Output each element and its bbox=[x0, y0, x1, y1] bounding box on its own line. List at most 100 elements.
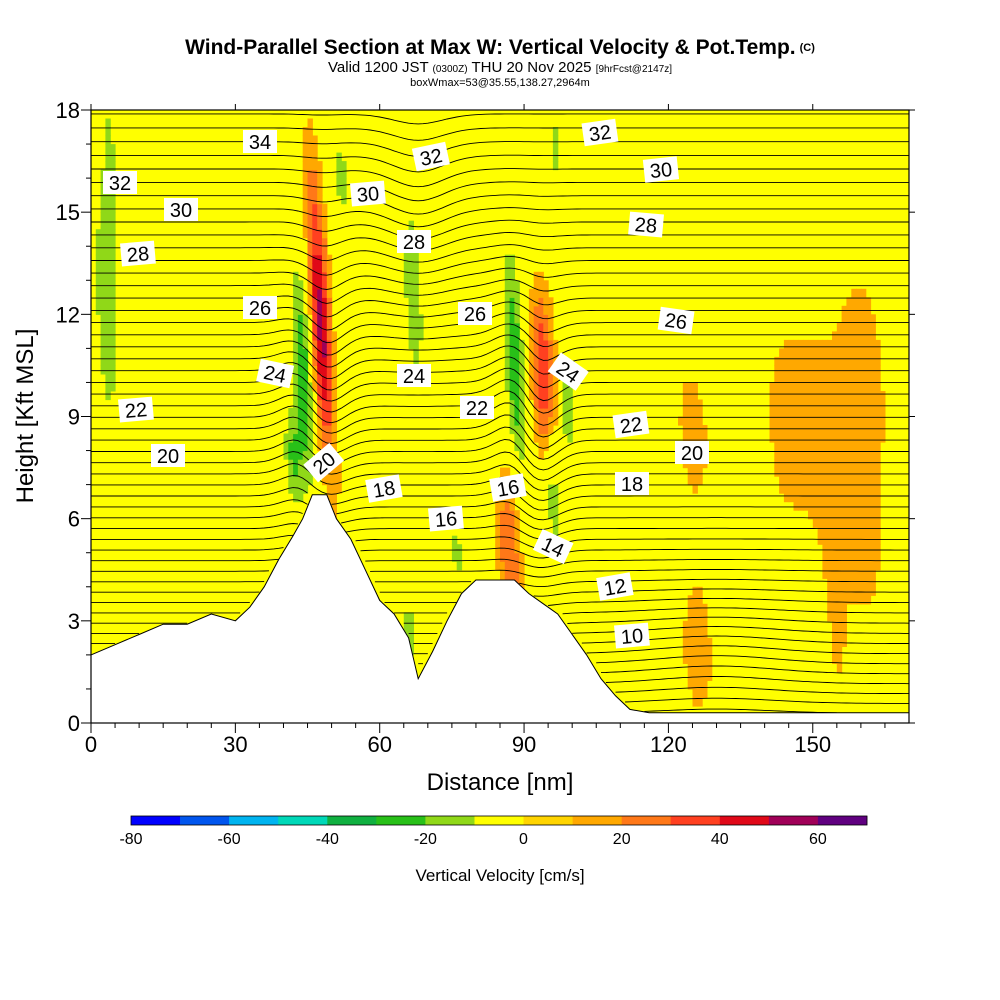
field-cell bbox=[317, 178, 323, 188]
contour-label: 30 bbox=[164, 198, 198, 222]
field-cell bbox=[307, 382, 313, 392]
field-cell bbox=[812, 450, 819, 460]
x-tick-label: 90 bbox=[512, 732, 536, 757]
field-cell bbox=[870, 535, 876, 545]
field-cell bbox=[856, 467, 862, 477]
field-cell bbox=[317, 271, 323, 281]
field-cell bbox=[504, 280, 511, 290]
field-cell bbox=[514, 527, 520, 537]
field-cell bbox=[538, 288, 544, 298]
field-cell bbox=[817, 501, 823, 511]
field-cell bbox=[312, 271, 318, 281]
field-cell bbox=[687, 680, 694, 690]
theta-contour bbox=[91, 244, 909, 263]
field-cell bbox=[317, 425, 323, 435]
field-cell bbox=[851, 578, 857, 588]
field-cell bbox=[548, 297, 554, 307]
field-cell bbox=[105, 144, 111, 154]
field-cell bbox=[322, 229, 328, 239]
field-cell bbox=[297, 493, 304, 503]
field-cell bbox=[827, 578, 833, 588]
field-cell bbox=[403, 612, 410, 622]
field-cell bbox=[793, 450, 799, 460]
field-cell bbox=[793, 459, 799, 469]
field-cell bbox=[504, 314, 511, 324]
field-cell bbox=[418, 331, 424, 341]
field-cell bbox=[788, 365, 795, 375]
field-cell bbox=[793, 356, 799, 366]
field-cell bbox=[100, 254, 106, 264]
field-cell bbox=[779, 391, 785, 401]
field-cell bbox=[841, 552, 847, 562]
field-cell bbox=[548, 510, 554, 520]
field-cell bbox=[293, 433, 299, 443]
field-cell bbox=[808, 408, 814, 418]
contour-label: 32 bbox=[103, 171, 137, 195]
field-cell bbox=[543, 442, 549, 452]
field-cell bbox=[105, 152, 111, 162]
field-cell bbox=[822, 467, 828, 477]
field-cell bbox=[297, 288, 304, 298]
field-cell bbox=[509, 518, 515, 528]
field-cell bbox=[562, 399, 568, 409]
contour-label: 30 bbox=[642, 156, 680, 183]
field-cell bbox=[307, 476, 313, 486]
field-cell bbox=[817, 442, 823, 452]
field-cell bbox=[548, 373, 554, 383]
field-cell bbox=[302, 212, 309, 222]
field-cell bbox=[774, 356, 780, 366]
field-cell bbox=[793, 416, 799, 426]
field-cell bbox=[451, 535, 458, 545]
field-cell bbox=[832, 467, 838, 477]
field-cell bbox=[865, 331, 872, 341]
field-cell bbox=[548, 314, 554, 324]
field-cell bbox=[827, 561, 833, 571]
field-cell bbox=[822, 425, 828, 435]
field-cell bbox=[528, 356, 535, 366]
field-cell bbox=[860, 510, 867, 520]
field-cell bbox=[788, 416, 795, 426]
colorbar-swatch bbox=[278, 816, 328, 825]
field-cell bbox=[538, 365, 544, 375]
field-cell bbox=[302, 476, 309, 486]
field-cell bbox=[832, 578, 838, 588]
field-cell bbox=[697, 646, 703, 656]
field-cell bbox=[774, 433, 780, 443]
field-cell bbox=[552, 127, 559, 137]
field-cell bbox=[509, 501, 515, 511]
field-cell bbox=[552, 144, 559, 154]
field-cell bbox=[413, 271, 419, 281]
field-cell bbox=[548, 399, 554, 409]
field-cell bbox=[827, 348, 833, 358]
field-cell bbox=[860, 339, 867, 349]
field-cell bbox=[793, 484, 799, 494]
field-cell bbox=[856, 297, 862, 307]
field-cell bbox=[836, 654, 843, 664]
field-cell bbox=[832, 654, 838, 664]
field-cell bbox=[841, 433, 847, 443]
field-cell bbox=[317, 416, 323, 426]
contour-label-text: 28 bbox=[126, 243, 150, 267]
field-cell bbox=[297, 280, 304, 290]
field-cell bbox=[110, 288, 116, 298]
field-cell bbox=[822, 339, 828, 349]
field-cell bbox=[846, 450, 852, 460]
field-cell bbox=[293, 425, 299, 435]
field-cell bbox=[808, 425, 814, 435]
field-cell bbox=[297, 356, 304, 366]
field-cell bbox=[341, 186, 347, 196]
field-cell bbox=[779, 484, 785, 494]
field-cell bbox=[519, 399, 525, 409]
field-cell bbox=[817, 416, 823, 426]
field-cell bbox=[836, 569, 843, 579]
field-cell bbox=[865, 544, 872, 554]
field-cell bbox=[812, 442, 819, 452]
field-cell bbox=[504, 527, 511, 537]
field-cell bbox=[105, 314, 111, 324]
field-cell bbox=[860, 476, 867, 486]
field-cell bbox=[317, 339, 323, 349]
field-cell bbox=[312, 263, 318, 273]
contour-label-text: 26 bbox=[663, 310, 688, 335]
field-cell bbox=[317, 203, 323, 213]
field-cell bbox=[408, 254, 414, 264]
